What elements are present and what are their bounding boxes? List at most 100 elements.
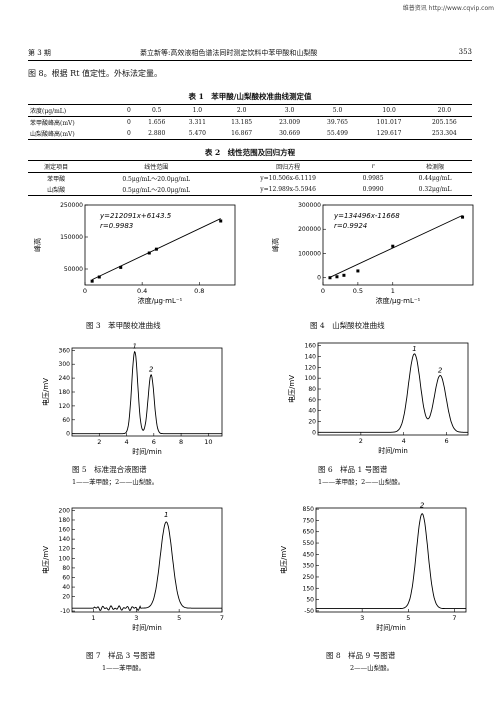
x-tick-label: 3 (134, 614, 138, 622)
y-tick-label: 180 (59, 389, 71, 396)
table1-cell: 55.499 (327, 130, 348, 137)
table2-row: 苯甲酸 0.5μg/mL～20.0μg/mL y=10.506x-6.1119 0.9… (28, 173, 472, 185)
y-tick-label: 300000 (298, 202, 321, 209)
table1-cell: 5.470 (188, 130, 206, 137)
table1-cell: 101.017 (376, 119, 402, 126)
x-tick-label: 3 (360, 614, 364, 622)
x-tick-label: 7 (220, 614, 224, 622)
table2-header-cell: r (348, 160, 399, 173)
y-tick-label: 0 (66, 431, 70, 438)
table1-cell: 23.009 (279, 119, 301, 126)
data-point (356, 269, 360, 273)
x-tick-label: 5 (177, 614, 181, 622)
y-tick-label: 650 (303, 529, 315, 536)
x-axis-label: 时间/min (378, 446, 408, 455)
plot-frame (317, 342, 469, 436)
y-axis-label: 电压/mV (279, 546, 288, 574)
table2-cell: 苯甲酸 (47, 176, 66, 183)
y-tick-label: 50 (306, 597, 314, 604)
table2-header-row: 测定项目 线性范围 回归方程 r 检测限 (28, 160, 472, 173)
y-tick-label: 100 (305, 375, 317, 382)
y-tick-label: 20 (308, 418, 316, 425)
table1-cell: 3.311 (188, 119, 206, 126)
data-point (342, 273, 346, 277)
x-tick-label: 7 (452, 614, 456, 622)
x-tick-label: 0 (321, 287, 325, 295)
table2-header-cell: 线性范围 (84, 160, 229, 173)
correlation-coefficient: r=0.9924 (334, 222, 367, 230)
y-tick-label: 40 (308, 408, 316, 415)
data-point (328, 276, 332, 280)
plot-frame (84, 204, 236, 286)
y-tick-label: 120 (59, 546, 71, 553)
y-tick-label: 750 (303, 517, 315, 524)
table1-cell: 2.880 (148, 130, 166, 137)
y-tick-label: 50000 (64, 266, 83, 273)
x-tick-label: 4 (402, 437, 406, 445)
table2-cell: 0.44μg/mL (418, 175, 452, 182)
x-tick-label: 0.5 (353, 287, 363, 295)
y-axis-label: 电压/mV (287, 375, 296, 403)
x-tick-label: 5 (406, 614, 410, 622)
y-tick-label: 850 (303, 506, 315, 513)
chromatogram-trace (72, 521, 222, 612)
y-tick-label: 140 (59, 536, 71, 543)
x-tick-label: 0 (83, 287, 87, 295)
x-tick-label: 1 (91, 614, 95, 622)
data-point (461, 215, 465, 219)
table2-cell: 0.5μg/mL～20.0μg/mL (122, 187, 191, 194)
table2-cell: 山梨酸 (47, 187, 66, 194)
table1-cell: 0 (126, 130, 131, 137)
table2-cell: 0.9990 (362, 186, 384, 193)
table1-cell: 39.765 (327, 119, 348, 126)
y-tick-label: 160 (59, 527, 71, 534)
table1-cell: 1.0 (177, 104, 218, 117)
header-rule (28, 60, 472, 61)
table1: 浓度(μg/mL) 0 0.5 1.0 2.0 3.0 5.0 10.0 20.0 苯甲酸峰高(m… (28, 104, 472, 140)
fig6-legend: 1——苯甲酸；2——山梨酸。 (318, 478, 405, 486)
y-tick-label: 360 (59, 347, 71, 354)
y-tick-label: 80 (308, 386, 316, 393)
x-tick-label: 2 (97, 438, 101, 446)
table1-cell: 20.0 (416, 104, 472, 117)
table1-caption-wrap: 表 1 苯甲酸/山梨酸校准曲线测定值 (0, 91, 500, 102)
fig7-legend: 1——苯甲酸。 (102, 664, 146, 672)
regression-line (329, 214, 463, 278)
regression-equation: y=134496x-11668 (333, 212, 400, 220)
peak-label: 1 (412, 345, 416, 353)
x-tick-label: 10 (204, 438, 212, 446)
table2-cell: 0.32μg/mL (418, 186, 452, 193)
running-header: 第 3 期 綦立新等:高效液相色谱法同时测定饮料中苯甲酸和山梨酸 353 (28, 48, 472, 60)
data-point (90, 279, 94, 283)
table2-cell: 0.9985 (362, 175, 384, 182)
intro-text: 图 8。根据 Rt 值定性。外标法定量。 (28, 69, 162, 78)
regression-equation: y=212091x+6143.5 (99, 212, 172, 220)
table1-cell: 浓度(μg/mL) (28, 104, 122, 117)
table2-header-cell: 回归方程 (228, 160, 348, 173)
table2-caption-wrap: 表 2 线性范围及回归方程 (0, 147, 500, 158)
x-tick-label: 6 (152, 438, 156, 446)
y-tick-label: 20 (62, 594, 70, 601)
table1-row: 浓度(μg/mL) 0 0.5 1.0 2.0 3.0 5.0 10.0 20.0 (28, 104, 472, 117)
y-tick-label: 100 (59, 555, 71, 562)
plot-frame (322, 204, 474, 286)
table2-caption: 表 2 线性范围及回归方程 (204, 148, 296, 157)
x-tick-label: 6 (445, 437, 449, 445)
table2-cell: 0.5μg/mL～20.0μg/mL (122, 176, 191, 183)
data-point (391, 244, 395, 248)
y-tick-label: 100000 (298, 250, 321, 257)
y-axis-label: 电压/mV (41, 378, 50, 406)
table1-cell: 30.669 (279, 130, 301, 137)
table1-cell: 205.156 (431, 119, 457, 126)
table1-row: 苯甲酸峰高(mV) 0 1.656 3.311 13.185 23.009 39.765 10… (28, 117, 472, 129)
fig8-chart: 3 5 7 -50 50 150 250 350 450 550 650 750 850 时间/min 电压… (279, 501, 467, 632)
fig5-chart: 2 4 6 8 10 0 60 120 180 240 300 360 时间/min 电压/mV 1 2 (41, 342, 223, 456)
y-tick-label: 0 (312, 429, 316, 436)
table1-cell: 0 (126, 119, 131, 126)
page-number: 353 (458, 48, 472, 56)
x-axis-label: 时间/min (132, 447, 162, 456)
x-axis-label: 浓度/μg·mL⁻¹ (138, 296, 183, 305)
table1-cell: 0 (121, 104, 137, 117)
y-tick-label: 60 (62, 417, 70, 424)
